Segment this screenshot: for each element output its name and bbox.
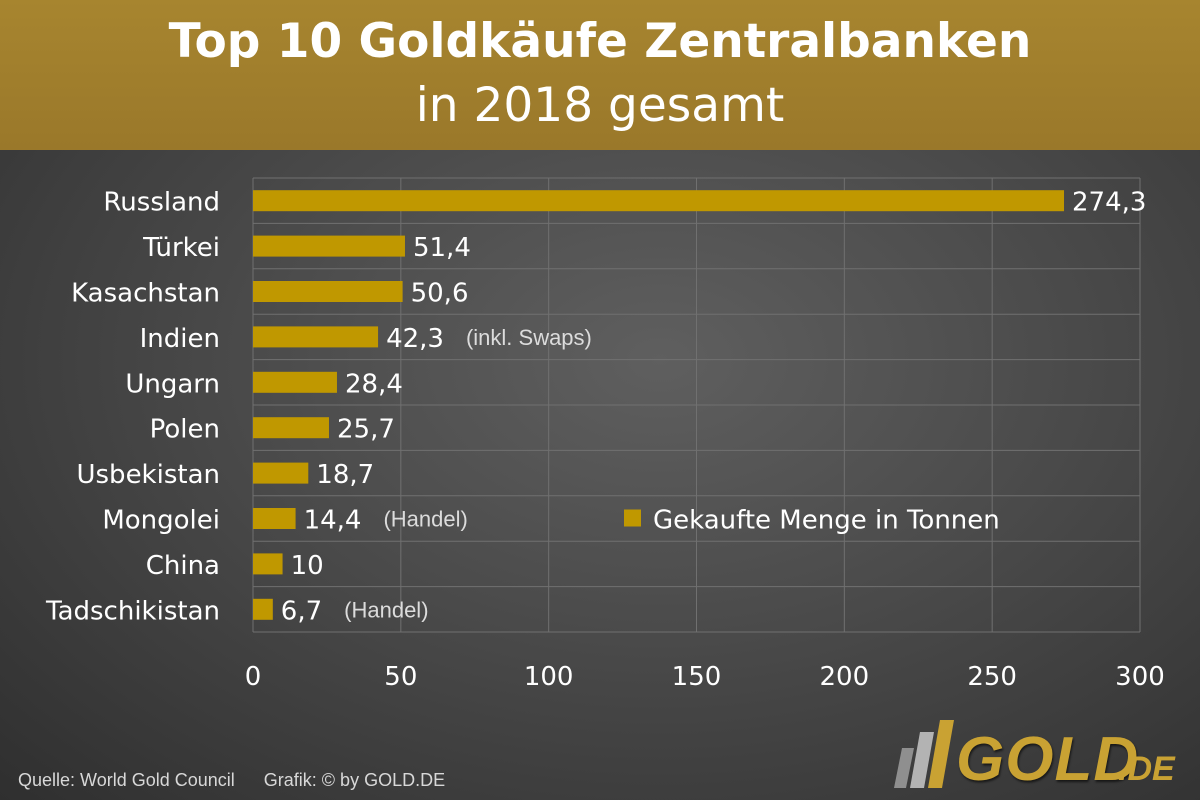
category-label: Usbekistan — [76, 460, 220, 490]
bar — [253, 190, 1065, 212]
bar — [253, 553, 283, 575]
x-tick-label: 150 — [672, 662, 722, 692]
footer: Quelle: World Gold Council Grafik: © by … — [18, 770, 469, 791]
x-tick-label: 100 — [524, 662, 574, 692]
category-label: Türkei — [142, 233, 220, 263]
x-tick-label: 250 — [967, 662, 1017, 692]
x-tick-label: 200 — [820, 662, 870, 692]
gold-bars-icon — [894, 720, 954, 788]
bar — [253, 281, 403, 302]
data-label: 25,7 — [337, 415, 395, 445]
bar — [253, 598, 273, 620]
data-label: 28,4 — [345, 369, 403, 399]
category-label: Russland — [103, 188, 220, 218]
data-label: 6,7 — [281, 596, 322, 626]
data-label: 51,4 — [413, 233, 471, 263]
chart-subtitle: in 2018 gesamt — [415, 78, 785, 133]
logo-text: GOLD — [956, 725, 1140, 794]
category-label: Ungarn — [125, 369, 220, 399]
bar-chart: Russland 274,3 Türkei 51,4 Kasachstan 50,6 Ind… — [45, 177, 1165, 692]
gold-de-logo: GOLD .DE — [886, 718, 1186, 794]
data-label: 18,7 — [316, 460, 374, 490]
annotation: (Handel) — [383, 507, 467, 532]
data-label: 42,3 — [386, 324, 444, 354]
category-label: Kasachstan — [71, 279, 220, 309]
bar — [253, 235, 405, 257]
category-label: Tadschikistan — [45, 596, 220, 626]
bar — [253, 508, 296, 529]
category-label: Indien — [140, 324, 220, 354]
category-label: Polen — [150, 415, 220, 445]
bar — [253, 326, 379, 348]
x-tick-label: 50 — [384, 662, 417, 692]
source-text: Quelle: World Gold Council — [18, 770, 235, 790]
bar — [253, 462, 309, 484]
bar — [253, 417, 329, 439]
title-banner: Top 10 Goldkäufe Zentralbanken in 2018 g… — [0, 0, 1200, 150]
data-label: 14,4 — [304, 506, 362, 536]
credit-text: Grafik: © by GOLD.DE — [263, 770, 446, 790]
logo-suffix: .DE — [1118, 750, 1175, 788]
chart-title: Top 10 Goldkäufe Zentralbanken — [168, 14, 1032, 69]
annotation: (inkl. Swaps) — [466, 325, 592, 350]
bar — [253, 371, 337, 393]
data-label: 274,3 — [1072, 188, 1146, 218]
data-label: 10 — [291, 551, 324, 581]
category-label: China — [146, 551, 220, 581]
legend-swatch — [624, 509, 641, 527]
category-label: Mongolei — [102, 506, 220, 536]
legend-label: Gekaufte Menge in Tonnen — [653, 506, 1000, 536]
x-tick-label: 0 — [245, 662, 262, 692]
annotation: (Handel) — [344, 597, 428, 622]
x-tick-label: 300 — [1115, 662, 1165, 692]
data-label: 50,6 — [411, 279, 469, 309]
